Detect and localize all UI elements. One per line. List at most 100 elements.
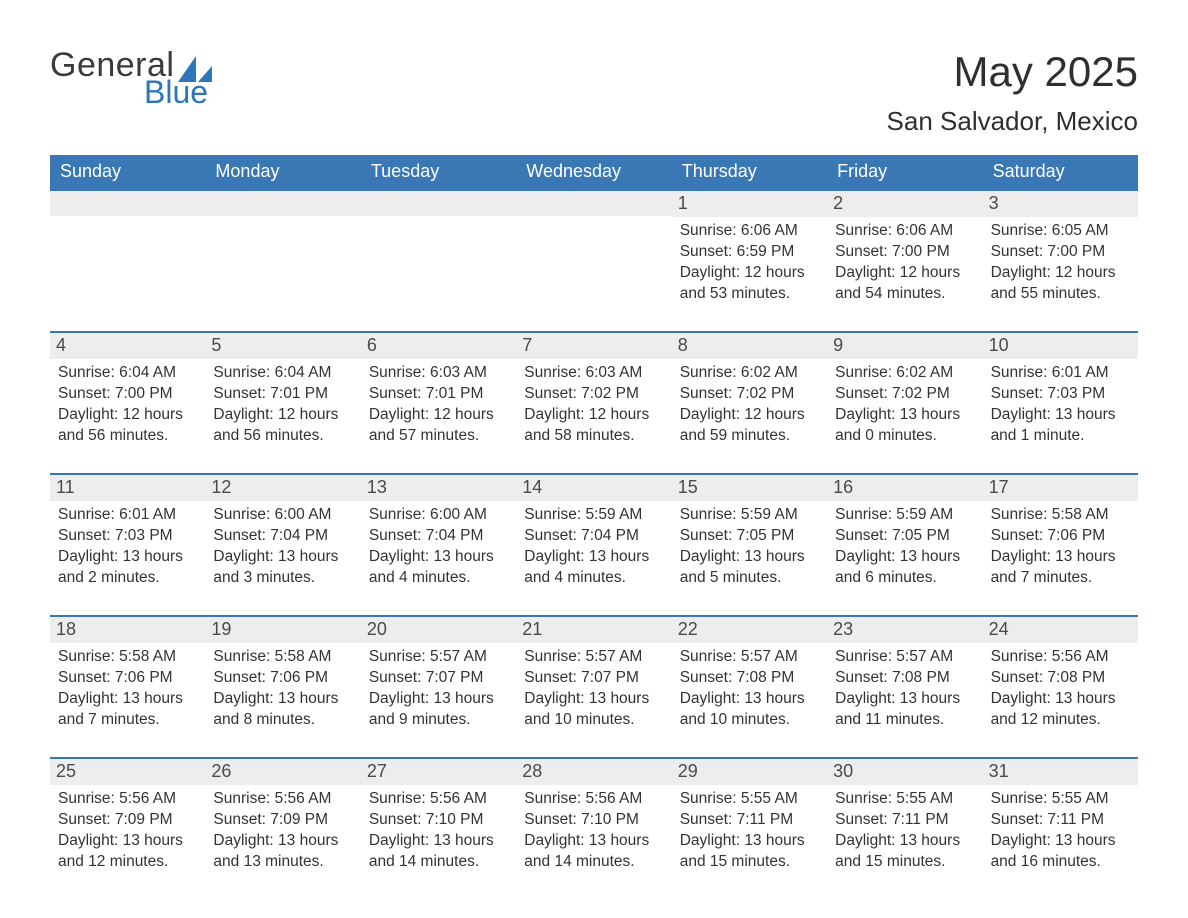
day-daylight1: Daylight: 13 hours [369, 547, 508, 568]
day-daylight2: and 16 minutes. [991, 852, 1130, 873]
day-number: 19 [205, 617, 360, 643]
day-sunrise: Sunrise: 5:56 AM [524, 789, 663, 810]
day-sunrise: Sunrise: 5:56 AM [213, 789, 352, 810]
day-sunrise: Sunrise: 5:55 AM [680, 789, 819, 810]
day-cell: 20Sunrise: 5:57 AMSunset: 7:07 PMDayligh… [361, 617, 516, 737]
day-number: 25 [50, 759, 205, 785]
day-cell: 16Sunrise: 5:59 AMSunset: 7:05 PMDayligh… [827, 475, 982, 595]
day-sunrise: Sunrise: 6:04 AM [58, 363, 197, 384]
day-daylight2: and 10 minutes. [524, 710, 663, 731]
day-sunset: Sunset: 7:03 PM [991, 384, 1130, 405]
day-daylight2: and 10 minutes. [680, 710, 819, 731]
week-row: 18Sunrise: 5:58 AMSunset: 7:06 PMDayligh… [50, 615, 1138, 737]
day-daylight2: and 56 minutes. [58, 426, 197, 447]
day-daylight2: and 7 minutes. [991, 568, 1130, 589]
day-daylight1: Daylight: 12 hours [680, 405, 819, 426]
day-sunrise: Sunrise: 5:58 AM [991, 505, 1130, 526]
day-daylight1: Daylight: 12 hours [680, 263, 819, 284]
day-cell: 23Sunrise: 5:57 AMSunset: 7:08 PMDayligh… [827, 617, 982, 737]
day-number: 15 [672, 475, 827, 501]
day-cell: 29Sunrise: 5:55 AMSunset: 7:11 PMDayligh… [672, 759, 827, 879]
day-sunrise: Sunrise: 6:00 AM [369, 505, 508, 526]
day-daylight1: Daylight: 13 hours [213, 689, 352, 710]
day-sunset: Sunset: 7:04 PM [524, 526, 663, 547]
day-number: 30 [827, 759, 982, 785]
day-cell: 3 Sunrise: 6:05 AMSunset: 7:00 PMDaylight… [983, 191, 1138, 311]
day-number: 10 [983, 333, 1138, 359]
day-number: 8 [672, 333, 827, 359]
day-cell: 26Sunrise: 5:56 AMSunset: 7:09 PMDayligh… [205, 759, 360, 879]
day-number: 21 [516, 617, 671, 643]
day-daylight2: and 7 minutes. [58, 710, 197, 731]
day-sunset: Sunset: 7:00 PM [58, 384, 197, 405]
day-sunset: Sunset: 7:05 PM [680, 526, 819, 547]
day-daylight2: and 12 minutes. [58, 852, 197, 873]
day-sunset: Sunset: 7:06 PM [991, 526, 1130, 547]
day-number: 9 [827, 333, 982, 359]
day-sunset: Sunset: 7:05 PM [835, 526, 974, 547]
day-number: 3 [983, 191, 1138, 217]
day-sunrise: Sunrise: 5:56 AM [991, 647, 1130, 668]
day-sunrise: Sunrise: 6:05 AM [991, 221, 1130, 242]
day-sunrise: Sunrise: 6:01 AM [58, 505, 197, 526]
day-daylight1: Daylight: 13 hours [835, 405, 974, 426]
day-cell: 5Sunrise: 6:04 AMSunset: 7:01 PMDaylight… [205, 333, 360, 453]
day-daylight1: Daylight: 13 hours [524, 689, 663, 710]
day-cell: 4Sunrise: 6:04 AMSunset: 7:00 PMDaylight… [50, 333, 205, 453]
day-daylight2: and 5 minutes. [680, 568, 819, 589]
day-sunset: Sunset: 7:09 PM [213, 810, 352, 831]
day-daylight2: and 2 minutes. [58, 568, 197, 589]
day-sunset: Sunset: 7:02 PM [680, 384, 819, 405]
day-daylight2: and 11 minutes. [835, 710, 974, 731]
day-daylight1: Daylight: 12 hours [991, 263, 1130, 284]
day-daylight1: Daylight: 13 hours [991, 547, 1130, 568]
day-number [361, 191, 516, 216]
day-daylight2: and 13 minutes. [213, 852, 352, 873]
day-number: 1 [672, 191, 827, 217]
day-cell: 24Sunrise: 5:56 AMSunset: 7:08 PMDayligh… [983, 617, 1138, 737]
day-cell: 28Sunrise: 5:56 AMSunset: 7:10 PMDayligh… [516, 759, 671, 879]
day-cell: 7Sunrise: 6:03 AMSunset: 7:02 PMDaylight… [516, 333, 671, 453]
day-number [205, 191, 360, 216]
day-daylight2: and 53 minutes. [680, 284, 819, 305]
day-number [50, 191, 205, 216]
day-daylight2: and 1 minute. [991, 426, 1130, 447]
day-sunrise: Sunrise: 5:59 AM [524, 505, 663, 526]
day-sunset: Sunset: 7:00 PM [991, 242, 1130, 263]
weekday-header: Tuesday [361, 155, 516, 189]
day-sunrise: Sunrise: 5:59 AM [835, 505, 974, 526]
day-cell [516, 191, 671, 311]
day-daylight1: Daylight: 13 hours [524, 547, 663, 568]
weekday-header: Monday [205, 155, 360, 189]
day-sunrise: Sunrise: 6:02 AM [680, 363, 819, 384]
day-cell: 15Sunrise: 5:59 AMSunset: 7:05 PMDayligh… [672, 475, 827, 595]
day-daylight1: Daylight: 13 hours [991, 689, 1130, 710]
day-sunrise: Sunrise: 5:59 AM [680, 505, 819, 526]
day-sunset: Sunset: 7:11 PM [991, 810, 1130, 831]
day-daylight1: Daylight: 13 hours [58, 547, 197, 568]
day-daylight1: Daylight: 12 hours [213, 405, 352, 426]
day-daylight1: Daylight: 13 hours [991, 405, 1130, 426]
day-daylight2: and 56 minutes. [213, 426, 352, 447]
day-sunset: Sunset: 7:06 PM [213, 668, 352, 689]
day-sunrise: Sunrise: 5:58 AM [213, 647, 352, 668]
day-cell: 22Sunrise: 5:57 AMSunset: 7:08 PMDayligh… [672, 617, 827, 737]
day-daylight1: Daylight: 13 hours [835, 831, 974, 852]
day-cell: 31Sunrise: 5:55 AMSunset: 7:11 PMDayligh… [983, 759, 1138, 879]
day-daylight2: and 14 minutes. [369, 852, 508, 873]
day-sunrise: Sunrise: 6:06 AM [835, 221, 974, 242]
day-daylight2: and 58 minutes. [524, 426, 663, 447]
day-cell: 1Sunrise: 6:06 AMSunset: 6:59 PMDaylight… [672, 191, 827, 311]
day-sunset: Sunset: 7:00 PM [835, 242, 974, 263]
day-sunrise: Sunrise: 5:56 AM [369, 789, 508, 810]
day-daylight1: Daylight: 13 hours [680, 689, 819, 710]
day-sunrise: Sunrise: 5:57 AM [835, 647, 974, 668]
day-daylight1: Daylight: 13 hours [58, 689, 197, 710]
day-daylight1: Daylight: 13 hours [369, 831, 508, 852]
day-cell: 11Sunrise: 6:01 AMSunset: 7:03 PMDayligh… [50, 475, 205, 595]
location-label: San Salvador, Mexico [887, 106, 1138, 137]
day-daylight1: Daylight: 13 hours [991, 831, 1130, 852]
day-cell [205, 191, 360, 311]
day-number: 24 [983, 617, 1138, 643]
calendar: SundayMondayTuesdayWednesdayThursdayFrid… [50, 155, 1138, 879]
